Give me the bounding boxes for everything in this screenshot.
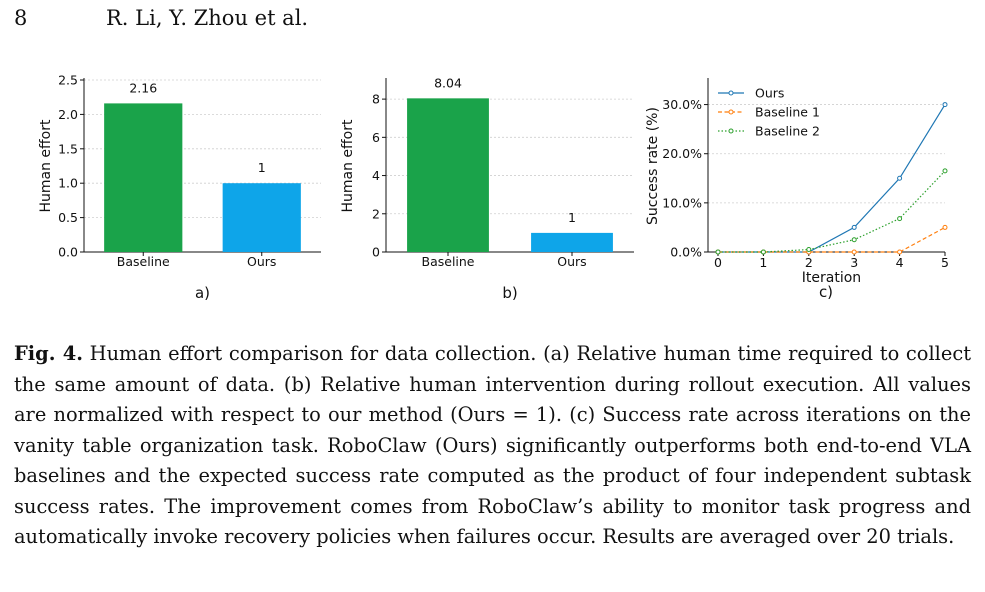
data-point [897, 216, 903, 222]
x-tick-label: Ours [247, 254, 276, 269]
y-axis-label: Human effort [38, 119, 54, 213]
panel-label: c) [819, 283, 833, 301]
y-tick-label: 4 [372, 168, 380, 183]
data-point [806, 247, 812, 253]
data-point [715, 249, 721, 255]
y-tick-label: 8 [372, 92, 380, 107]
figure-caption: Fig. 4. Human effort comparison for data… [14, 339, 971, 553]
legend-label: Baseline 2 [755, 124, 820, 139]
data-point [851, 224, 857, 230]
y-tick-label: 0.0% [670, 245, 702, 260]
x-tick-label: Ours [557, 254, 586, 269]
y-tick-label: 20.0% [662, 146, 702, 161]
y-tick-label: 0.5 [58, 210, 78, 225]
data-point [897, 175, 903, 181]
legend-marker [728, 90, 734, 96]
y-axis-label: Success rate (%) [645, 107, 661, 225]
x-tick-label: 5 [941, 255, 949, 270]
y-tick-label: 1.5 [58, 141, 78, 156]
caption-label: Fig. 4. [14, 342, 83, 365]
running-authors: R. Li, Y. Zhou et al. [106, 6, 309, 30]
y-tick-label: 0.0 [58, 245, 78, 260]
y-tick-label: 2.0 [58, 107, 78, 122]
page-number: 8 [14, 6, 28, 30]
data-point [942, 168, 948, 174]
bar-ours [222, 183, 301, 252]
bar-value-label: 8.04 [434, 75, 462, 90]
x-axis-label: Iteration [802, 270, 861, 286]
y-tick-label: 10.0% [662, 195, 702, 210]
legend-marker [728, 109, 734, 115]
caption-text: Human effort comparison for data collect… [14, 342, 971, 548]
data-point [897, 249, 903, 255]
legend-label: Ours [755, 86, 784, 101]
x-tick-label: 1 [759, 255, 767, 270]
y-tick-label: 6 [372, 130, 380, 145]
legend-marker [728, 128, 734, 134]
bar-baseline [104, 103, 183, 252]
data-point [851, 249, 857, 255]
x-tick-label: Baseline [422, 254, 475, 269]
data-point [942, 224, 948, 230]
y-tick-label: 0 [372, 245, 380, 260]
running-header: 8 R. Li, Y. Zhou et al. [14, 6, 308, 30]
data-point [760, 249, 766, 255]
x-tick-label: 2 [805, 255, 813, 270]
bar-value-label: 1 [568, 210, 576, 225]
x-tick-label: 0 [714, 255, 722, 270]
bar-value-label: 2.16 [129, 80, 157, 95]
y-tick-label: 1.0 [58, 176, 78, 191]
legend-label: Baseline 1 [755, 105, 820, 120]
panel-label: a) [195, 284, 210, 302]
y-tick-label: 2 [372, 206, 380, 221]
bar-value-label: 1 [258, 160, 266, 175]
bar-baseline [407, 98, 489, 252]
x-tick-label: Baseline [117, 254, 170, 269]
panel-label: b) [502, 284, 517, 302]
data-point [942, 102, 948, 108]
bar-ours [531, 232, 613, 252]
x-tick-label: 3 [850, 255, 858, 270]
series-line-ours [718, 104, 946, 253]
figure-4: 0.0 0.5 1.0 1.5 2.0 2.5 2.16 Baseline 1 Ours Human… [38, 73, 949, 303]
y-tick-label: 2.5 [58, 73, 78, 88]
data-point [851, 237, 857, 243]
series-line-baseline-1 [718, 226, 946, 253]
y-tick-label: 30.0% [662, 97, 702, 112]
y-axis-label: Human effort [340, 119, 356, 213]
x-tick-label: 4 [896, 255, 904, 270]
